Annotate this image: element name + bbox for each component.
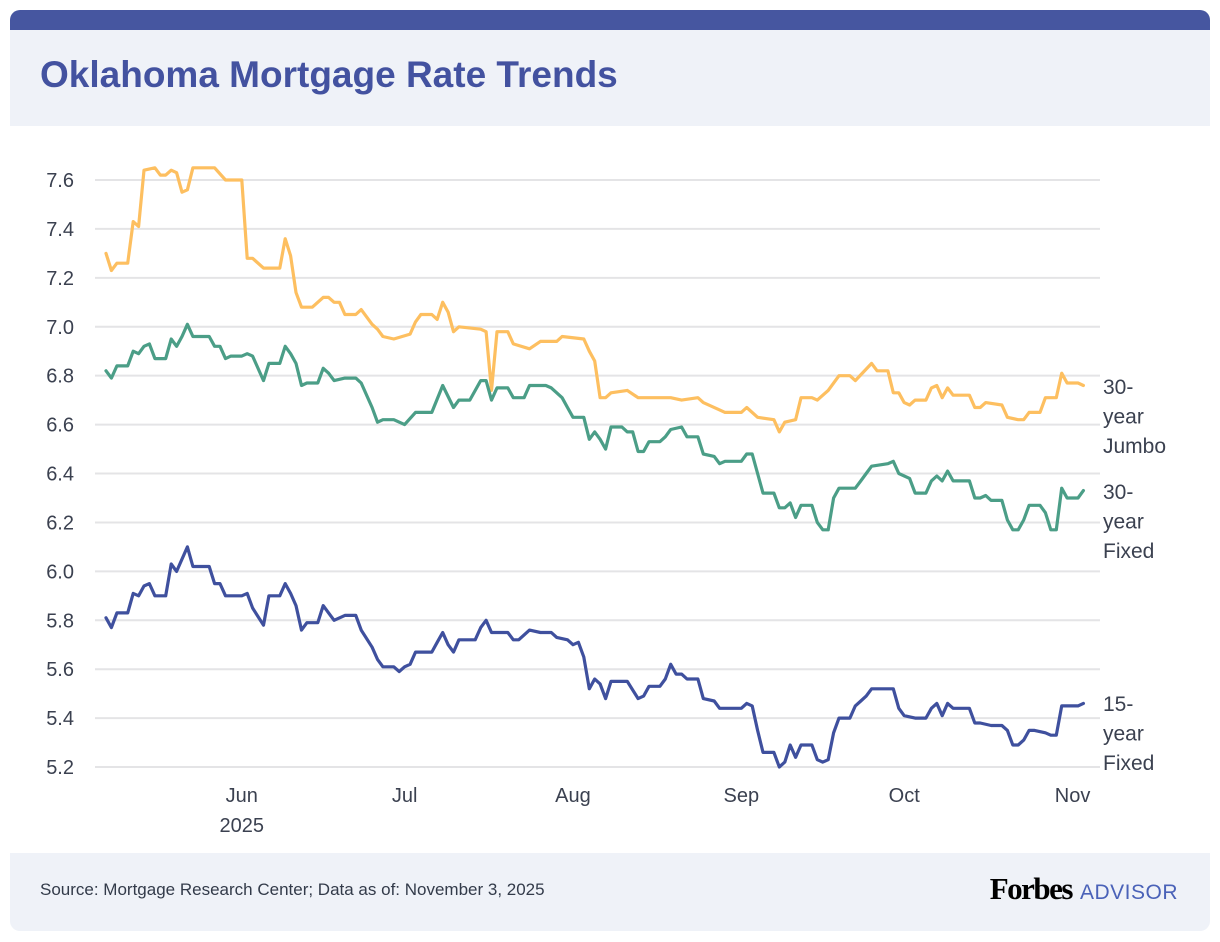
x-tick-label: Sep xyxy=(724,785,760,807)
series-label: Jumbo xyxy=(1103,435,1166,458)
y-tick-label: 7.6 xyxy=(46,170,74,192)
y-tick-label: 5.8 xyxy=(46,610,74,632)
y-tick-label: 5.2 xyxy=(46,757,74,779)
source-note: Source: Mortgage Research Center; Data a… xyxy=(40,880,545,899)
y-tick-label: 7.2 xyxy=(46,268,74,290)
x-tick-label: Jun xyxy=(226,785,258,807)
x-tick-label: Oct xyxy=(889,785,921,807)
series-line-30-year-jumbo xyxy=(104,166,1085,434)
series-label: Fixed xyxy=(1103,540,1154,563)
y-tick-label: 5.6 xyxy=(46,659,74,681)
footer: Source: Mortgage Research Center; Data a… xyxy=(10,853,1210,931)
y-tick-label: 7.0 xyxy=(46,317,74,339)
logo-forbes: Forbes xyxy=(989,871,1074,906)
series-line-30-year-fixed xyxy=(104,322,1085,532)
x-tick-label: Aug xyxy=(555,785,591,807)
series-line-15-year-fixed xyxy=(104,545,1085,769)
y-tick-label: 6.6 xyxy=(46,415,74,437)
y-tick-label: 6.0 xyxy=(46,561,74,583)
series-label: 30- xyxy=(1103,376,1133,399)
series-label: 15- xyxy=(1103,693,1133,716)
series-label: Fixed xyxy=(1103,752,1154,775)
series-label: 30- xyxy=(1103,481,1133,504)
page-title: Oklahoma Mortgage Rate Trends xyxy=(40,54,618,95)
x-tick-label: Nov xyxy=(1055,785,1091,807)
series-label: year xyxy=(1103,511,1144,534)
y-tick-label: 6.4 xyxy=(46,464,74,486)
forbes-advisor-logo: Forbes ADVISOR xyxy=(990,871,1178,907)
y-tick-label: 6.8 xyxy=(46,366,74,388)
series-label: year xyxy=(1103,723,1144,746)
header: Oklahoma Mortgage Rate Trends xyxy=(10,30,1210,126)
y-tick-label: 6.2 xyxy=(46,512,74,534)
y-tick-label: 5.4 xyxy=(46,708,74,730)
y-tick-label: 7.4 xyxy=(46,219,74,241)
x-tick-year-label: 2025 xyxy=(220,815,265,837)
x-tick-label: Jul xyxy=(392,785,418,807)
logo-advisor: ADVISOR xyxy=(1079,881,1178,904)
series-label: year xyxy=(1103,406,1144,429)
